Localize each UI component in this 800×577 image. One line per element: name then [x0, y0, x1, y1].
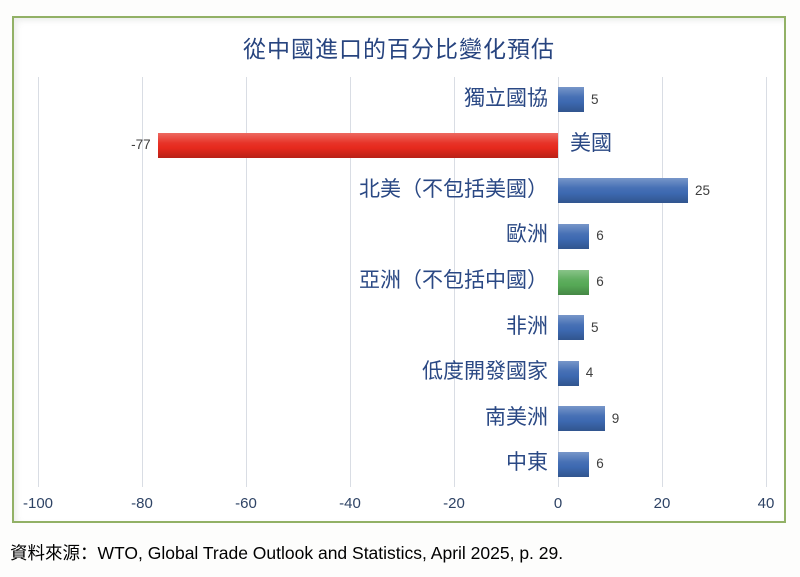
value-label: 6 — [596, 274, 604, 289]
category-label: 獨立國協 — [464, 86, 548, 110]
plot-area: -100 -80 -60 -40 -20 0 20 40 獨立國協 5 美國 -77 北美（不包括美國）… — [23, 77, 774, 512]
bar — [558, 223, 590, 249]
x-tick-label: -40 — [339, 495, 361, 512]
gridline — [350, 77, 351, 487]
gridline — [142, 77, 143, 487]
x-tick-label: -100 — [22, 495, 54, 512]
bar — [558, 315, 584, 341]
value-label: 6 — [596, 228, 604, 244]
bar — [558, 451, 590, 477]
value-label: 5 — [591, 91, 599, 107]
bar — [558, 87, 584, 113]
value-label: 4 — [585, 365, 594, 381]
category-label: 北美（不包括美國） — [359, 177, 548, 201]
source-note: 資料來源：WTO, Global Trade Outlook and Stati… — [10, 543, 564, 563]
x-tick-label: 0 — [553, 495, 563, 512]
bar — [558, 269, 590, 295]
category-label: 南美洲 — [485, 405, 548, 429]
category-label: 非洲 — [506, 314, 548, 338]
category-label: 中東 — [506, 451, 548, 475]
category-label: 歐洲 — [506, 223, 548, 247]
value-label: 9 — [611, 410, 620, 426]
value-label: 6 — [596, 456, 604, 472]
gridline — [662, 77, 663, 487]
x-tick-label: -60 — [235, 495, 257, 512]
bar — [157, 132, 558, 158]
category-label: 美國 — [570, 132, 612, 156]
chart-title: 從中國進口的百分比變化預估 — [243, 36, 555, 62]
chart-frame: 從中國進口的百分比變化預估 -100 -80 -60 -40 -20 0 20 40 獨立國協 5… — [12, 16, 786, 523]
value-label: 25 — [695, 182, 711, 198]
gridline — [38, 77, 39, 487]
gridline — [454, 77, 455, 487]
bar — [558, 406, 605, 432]
x-tick-label: 20 — [653, 495, 671, 512]
bar — [558, 178, 688, 204]
category-label: 低度開發國家 — [422, 360, 548, 384]
gridline — [766, 77, 767, 487]
x-tick-label: -80 — [131, 495, 153, 512]
x-tick-label: -20 — [443, 495, 465, 512]
bar — [558, 360, 579, 386]
x-tick-label: 40 — [757, 495, 775, 512]
category-label: 亞洲（不包括中國） — [359, 269, 548, 292]
value-label: 5 — [591, 319, 599, 335]
value-label: -77 — [131, 137, 151, 153]
gridline — [246, 77, 247, 487]
